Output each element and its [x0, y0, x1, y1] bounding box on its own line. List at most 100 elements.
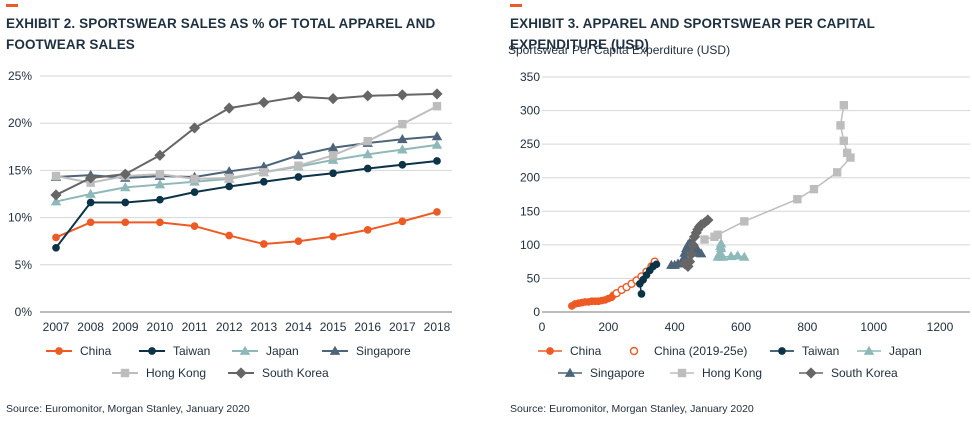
- legend-item-taiwan: Taiwan: [139, 344, 210, 358]
- data-point-japan: [85, 188, 96, 198]
- y-tick-label: 25%: [8, 69, 32, 83]
- y-tick-label: 100: [520, 238, 540, 252]
- exhibit-3-title: EXHIBIT 3. APPAREL AND SPORTSWEAR PER CA…: [510, 16, 875, 52]
- y-tick-label: 5%: [15, 258, 33, 272]
- data-point-china: [156, 218, 164, 227]
- data-point-taiwan: [190, 188, 199, 196]
- data-point-japan: [362, 149, 373, 159]
- legend-label: Hong Kong: [146, 366, 206, 380]
- x-tick-label: 2017: [389, 320, 416, 334]
- legend-marker: [546, 347, 554, 355]
- x-tick-label: 2018: [424, 320, 451, 334]
- y-tick-label: 50: [527, 271, 541, 285]
- title-accent-bar: [6, 4, 18, 7]
- x-tick-label: 2010: [147, 320, 174, 334]
- data-point-china: [398, 217, 407, 226]
- data-point-singapore: [431, 131, 443, 141]
- exhibit-2-panel: EXHIBIT 2. SPORTSWEAR SALES AS % OF TOTA…: [0, 0, 470, 424]
- data-point-taiwan: [294, 173, 303, 181]
- data-point-hong-kong: [398, 119, 407, 129]
- legend-label: Hong Kong: [702, 366, 762, 380]
- x-tick-label: 2014: [285, 320, 312, 334]
- data-point-hong-kong: [224, 173, 234, 183]
- y-axis-title: Sportswear Per Capita Experditure (USD): [508, 43, 730, 57]
- data-point-taiwan: [637, 290, 646, 298]
- legend-item-japan: Japan: [232, 344, 299, 358]
- data-point-hong-kong: [51, 171, 61, 181]
- data-point-taiwan: [433, 157, 441, 165]
- series-line-taiwan: [55, 159, 438, 249]
- legend-marker: [239, 345, 251, 355]
- x-tick-label: 0: [539, 320, 546, 334]
- legend-marker: [235, 367, 247, 379]
- data-point-south-korea: [119, 168, 131, 180]
- data-point-japan: [715, 240, 726, 251]
- legend: China Taiwan Japan Singapore Hong Kong South …: [46, 344, 411, 380]
- data-point-japan: [397, 144, 408, 154]
- data-point-taiwan: [363, 164, 372, 173]
- legend-marker: [329, 345, 341, 355]
- data-point-taiwan: [398, 160, 407, 169]
- exhibit-3-source: Source: Euromonitor, Morgan Stanley, Jan…: [510, 403, 754, 415]
- series-japan: [50, 139, 443, 206]
- y-tick-label: 10%: [8, 211, 32, 225]
- data-point-hong-kong: [155, 169, 165, 179]
- data-point-taiwan: [329, 169, 337, 178]
- title-accent-bar: [510, 4, 522, 7]
- data-point-south-korea: [188, 122, 201, 134]
- y-tick-label: 0: [533, 305, 540, 319]
- data-point-hong-kong: [700, 235, 709, 244]
- data-point-china: [433, 208, 441, 216]
- x-tick-label: 2009: [112, 320, 139, 334]
- exhibit-2-title-line-2: FOOTWEAR SALES: [6, 37, 135, 52]
- data-point-hong-kong: [259, 168, 269, 177]
- series-line-japan: [55, 143, 438, 203]
- x-tick-label: 400: [665, 320, 685, 334]
- data-point-hong-kong: [793, 195, 802, 204]
- data-point-china: [329, 232, 337, 241]
- y-tick-label: 15%: [8, 163, 32, 177]
- x-tick-label: 2012: [216, 320, 243, 334]
- data-point-hong-kong: [832, 168, 842, 177]
- x-tick-label: 600: [731, 320, 751, 334]
- data-point-south-korea: [85, 172, 97, 184]
- x-tick-label: 1200: [927, 320, 954, 334]
- series-hong-kong: [51, 102, 442, 187]
- x-tick-label: 2008: [77, 320, 104, 334]
- y-tick-label: 0%: [15, 305, 33, 319]
- data-point-china: [52, 233, 60, 242]
- exhibit-3-panel: EXHIBIT 3. APPAREL AND SPORTSWEAR PER CA…: [504, 0, 972, 424]
- data-point-hong-kong: [809, 184, 819, 194]
- legend-item-taiwan: Taiwan: [770, 344, 839, 358]
- legend-item-china-2019-25e: China (2019-25e): [629, 344, 747, 358]
- data-point-china: [259, 240, 268, 248]
- data-point-singapore: [327, 142, 339, 152]
- series-line-south-korea: [55, 92, 438, 196]
- data-point-taiwan: [259, 177, 268, 186]
- data-point-china: [363, 226, 372, 234]
- data-point-japan: [154, 179, 166, 189]
- data-point-taiwan: [225, 182, 234, 191]
- data-point-singapore: [223, 166, 235, 176]
- data-point-hong-kong: [846, 153, 855, 162]
- data-point-china: [121, 218, 130, 227]
- legend-label: Singapore: [590, 366, 645, 380]
- data-point-taiwan: [121, 198, 130, 207]
- series-china: [52, 208, 441, 248]
- series-taiwan: [635, 260, 661, 298]
- data-point-taiwan: [86, 198, 95, 207]
- data-point-hong-kong: [836, 121, 845, 130]
- legend-item-hong-kong: Hong Kong: [112, 366, 206, 380]
- series-taiwan: [52, 157, 441, 252]
- data-point-taiwan: [652, 260, 661, 269]
- legend-label: China: [80, 344, 112, 358]
- y-tick-label: 200: [520, 171, 540, 185]
- series-line-china: [55, 210, 438, 246]
- legend-item-japan: Japan: [857, 344, 922, 358]
- data-point-south-korea: [223, 102, 235, 114]
- series-line-singapore: [55, 135, 438, 179]
- data-point-south-korea: [683, 256, 696, 268]
- series-south-korea: [679, 214, 714, 272]
- legend-marker: [677, 368, 687, 378]
- data-point-taiwan: [52, 243, 60, 252]
